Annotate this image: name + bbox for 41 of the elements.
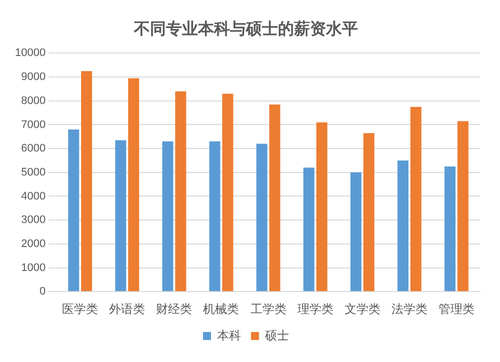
x-tick-label: 文学类 bbox=[344, 302, 380, 316]
bar bbox=[256, 144, 268, 292]
legend-label: 本科 bbox=[217, 328, 241, 342]
bar bbox=[303, 168, 314, 292]
bar bbox=[457, 121, 468, 292]
legend-label: 硕士 bbox=[264, 328, 289, 342]
y-tick-label: 5000 bbox=[21, 166, 46, 178]
bar bbox=[162, 141, 174, 292]
x-tick-label: 医学类 bbox=[62, 302, 98, 316]
y-tick-label: 6000 bbox=[21, 142, 46, 155]
bar bbox=[175, 91, 186, 292]
y-tick-label: 10000 bbox=[14, 47, 46, 60]
y-tick-label: 3000 bbox=[21, 214, 46, 226]
bar bbox=[363, 133, 374, 292]
y-tick-label: 8000 bbox=[21, 94, 46, 107]
x-tick-label: 财经类 bbox=[156, 302, 192, 316]
chart-title: 不同专业本科与硕士的薪资水平 bbox=[133, 20, 358, 38]
y-tick-label: 4000 bbox=[21, 190, 46, 202]
x-tick-label: 工学类 bbox=[250, 302, 286, 316]
bar bbox=[68, 129, 80, 292]
bar bbox=[397, 160, 408, 292]
y-tick-label: 0 bbox=[39, 286, 46, 298]
y-tick-label: 9000 bbox=[21, 71, 46, 84]
bar bbox=[222, 94, 234, 292]
bar bbox=[444, 166, 456, 292]
x-tick-label: 机械类 bbox=[203, 302, 240, 316]
x-tick-label: 理学类 bbox=[297, 302, 334, 316]
bar bbox=[269, 104, 280, 292]
bar bbox=[350, 172, 362, 292]
y-tick-label: 1000 bbox=[21, 262, 46, 274]
y-tick-label: 7000 bbox=[21, 118, 46, 131]
x-tick-label: 外语类 bbox=[109, 302, 146, 316]
bar bbox=[81, 71, 92, 292]
bar bbox=[410, 106, 422, 292]
x-tick-label: 法学类 bbox=[391, 302, 428, 316]
bar bbox=[209, 141, 220, 292]
bar bbox=[115, 140, 126, 292]
bar bbox=[316, 122, 328, 292]
y-tick-label: 2000 bbox=[21, 238, 46, 250]
bar bbox=[128, 78, 140, 292]
x-tick-label: 管理类 bbox=[438, 302, 474, 316]
